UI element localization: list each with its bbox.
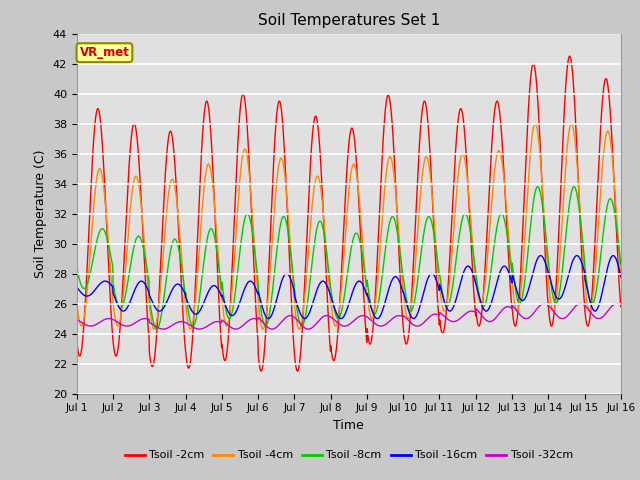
Tsoil -2cm bbox=[617, 304, 625, 310]
Tsoil -4cm bbox=[505, 232, 513, 238]
Tsoil -4cm bbox=[255, 307, 263, 312]
Tsoil -4cm bbox=[195, 263, 202, 268]
Text: VR_met: VR_met bbox=[79, 46, 129, 59]
Tsoil -16cm bbox=[573, 253, 580, 259]
Tsoil -2cm bbox=[566, 53, 573, 59]
Tsoil -2cm bbox=[553, 275, 561, 281]
Tsoil -4cm bbox=[617, 276, 625, 281]
X-axis label: Time: Time bbox=[333, 419, 364, 432]
Tsoil -8cm bbox=[553, 300, 561, 305]
Tsoil -2cm bbox=[505, 256, 513, 262]
Tsoil -16cm bbox=[73, 284, 81, 290]
Tsoil -32cm bbox=[505, 304, 513, 310]
Tsoil -8cm bbox=[153, 326, 161, 332]
Line: Tsoil -8cm: Tsoil -8cm bbox=[77, 187, 621, 329]
Tsoil -4cm bbox=[73, 299, 81, 304]
Tsoil -4cm bbox=[181, 295, 189, 301]
Tsoil -2cm bbox=[255, 356, 262, 361]
Tsoil -16cm bbox=[255, 290, 262, 296]
Tsoil -2cm bbox=[194, 229, 202, 235]
Tsoil -8cm bbox=[255, 292, 263, 298]
Tsoil -16cm bbox=[617, 274, 625, 279]
Line: Tsoil -2cm: Tsoil -2cm bbox=[77, 56, 621, 371]
Line: Tsoil -4cm: Tsoil -4cm bbox=[77, 124, 621, 329]
Tsoil -32cm bbox=[434, 312, 442, 317]
Tsoil -8cm bbox=[73, 265, 81, 271]
Tsoil -8cm bbox=[434, 257, 442, 263]
Line: Tsoil -16cm: Tsoil -16cm bbox=[77, 256, 621, 319]
Title: Soil Temperatures Set 1: Soil Temperatures Set 1 bbox=[258, 13, 440, 28]
Tsoil -32cm bbox=[540, 301, 548, 307]
Tsoil -8cm bbox=[181, 289, 189, 295]
Tsoil -32cm bbox=[617, 302, 625, 308]
Tsoil -2cm bbox=[434, 296, 442, 301]
Y-axis label: Soil Temperature (C): Soil Temperature (C) bbox=[35, 149, 47, 278]
Tsoil -32cm bbox=[255, 315, 263, 321]
Tsoil -32cm bbox=[73, 317, 81, 323]
Tsoil -32cm bbox=[181, 319, 189, 325]
Line: Tsoil -32cm: Tsoil -32cm bbox=[77, 304, 621, 329]
Tsoil -2cm bbox=[294, 368, 301, 374]
Tsoil -16cm bbox=[301, 316, 308, 322]
Tsoil -32cm bbox=[553, 312, 561, 318]
Tsoil -4cm bbox=[531, 121, 539, 127]
Tsoil -8cm bbox=[534, 184, 541, 190]
Tsoil -16cm bbox=[505, 269, 513, 275]
Tsoil -32cm bbox=[159, 326, 167, 332]
Tsoil -4cm bbox=[150, 326, 158, 332]
Tsoil -8cm bbox=[617, 261, 625, 267]
Tsoil -16cm bbox=[194, 311, 202, 316]
Tsoil -16cm bbox=[553, 295, 561, 300]
Tsoil -8cm bbox=[505, 242, 513, 248]
Tsoil -8cm bbox=[195, 305, 202, 311]
Tsoil -16cm bbox=[434, 281, 442, 287]
Legend: Tsoil -2cm, Tsoil -4cm, Tsoil -8cm, Tsoil -16cm, Tsoil -32cm: Tsoil -2cm, Tsoil -4cm, Tsoil -8cm, Tsoi… bbox=[120, 446, 577, 465]
Tsoil -16cm bbox=[180, 289, 188, 295]
Tsoil -4cm bbox=[434, 264, 442, 269]
Tsoil -2cm bbox=[180, 336, 188, 342]
Tsoil -32cm bbox=[195, 326, 202, 332]
Tsoil -4cm bbox=[553, 290, 561, 296]
Tsoil -2cm bbox=[73, 338, 81, 344]
